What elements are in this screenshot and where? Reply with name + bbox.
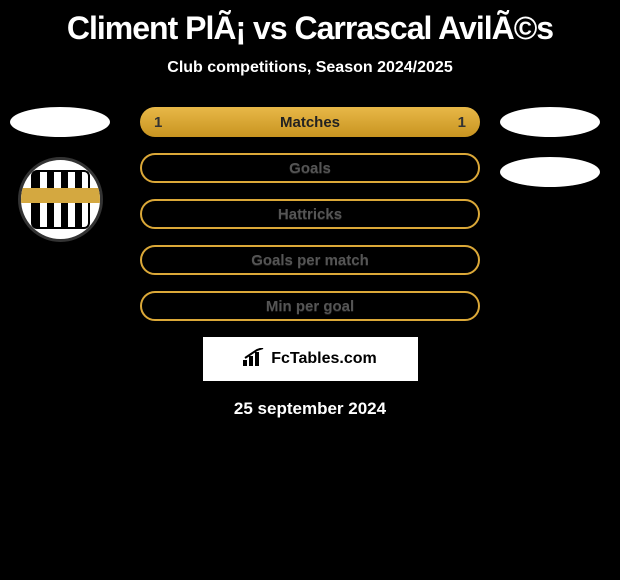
stat-value-right: 1 — [458, 114, 466, 131]
brand-box: FcTables.com — [203, 337, 418, 381]
club-crest-left — [18, 157, 103, 242]
stat-bar-hattricks: Hattricks — [140, 199, 480, 229]
page-title: Climent PlÃ¡ vs Carrascal AvilÃ©s — [0, 0, 620, 47]
date-text: 25 september 2024 — [0, 399, 620, 419]
stat-label: Hattricks — [278, 206, 342, 223]
stat-label: Min per goal — [266, 298, 354, 315]
chart-icon — [243, 348, 265, 371]
stat-label: Matches — [280, 114, 340, 131]
right-player-badges — [500, 107, 600, 207]
club-right-ellipse — [500, 157, 600, 187]
subtitle: Club competitions, Season 2024/2025 — [0, 59, 620, 77]
left-player-badges — [10, 107, 110, 242]
stat-bar-goals: Goals — [140, 153, 480, 183]
crest-band — [21, 188, 100, 204]
comparison-content: 1 Matches 1 Goals Hattricks Goals per ma… — [0, 107, 620, 419]
stat-bars: 1 Matches 1 Goals Hattricks Goals per ma… — [140, 107, 480, 321]
stat-label: Goals per match — [251, 252, 369, 269]
player-right-ellipse — [500, 107, 600, 137]
brand-text: FcTables.com — [271, 350, 377, 368]
stat-bar-matches: 1 Matches 1 — [140, 107, 480, 137]
stat-bar-mpg: Min per goal — [140, 291, 480, 321]
stat-bar-gpm: Goals per match — [140, 245, 480, 275]
stat-label: Goals — [289, 160, 331, 177]
player-left-ellipse — [10, 107, 110, 137]
stat-value-left: 1 — [154, 114, 162, 131]
